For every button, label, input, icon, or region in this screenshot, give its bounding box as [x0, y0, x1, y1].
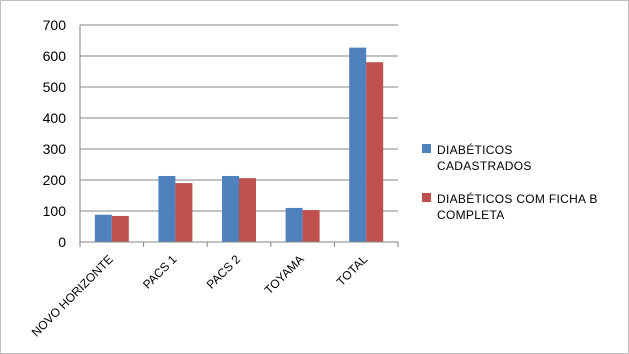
legend-label-line: CADASTRADOS	[437, 159, 532, 173]
x-category-label: TOYAMA	[262, 252, 307, 297]
y-tick-label: 300	[43, 141, 67, 157]
bar	[175, 183, 193, 242]
y-tick-label: 700	[43, 17, 67, 33]
legend-label-line: DIABÉTICOS COM FICHA B	[437, 191, 598, 206]
y-tick-label: 0	[58, 234, 66, 250]
y-tick-label: 500	[43, 79, 67, 95]
y-tick-label: 600	[43, 48, 67, 64]
bar	[158, 175, 176, 242]
legend-swatch	[422, 193, 431, 202]
axes	[79, 25, 399, 247]
legend: DIABÉTICOS CADASTRADOS DIABÉTICOS COM FICH…	[422, 142, 598, 222]
legend-label: DIABÉTICOS CADASTRADOS	[437, 142, 532, 173]
gridlines	[80, 24, 398, 212]
legend-label-line: DIABÉTICOS	[437, 142, 513, 157]
x-category-label: PACS 2	[204, 252, 244, 292]
x-category-label: PACS 1	[140, 252, 180, 292]
x-category-labels: NOVO HORIZONTE PACS 1 PACS 2 TOYAMA TOTAL	[29, 252, 371, 339]
legend-label: DIABÉTICOS COM FICHA B COMPLETA	[437, 191, 598, 222]
bars	[94, 47, 384, 243]
y-tick-label: 100	[43, 203, 67, 219]
y-tick-label: 400	[43, 110, 67, 126]
bar	[349, 47, 367, 242]
bar	[366, 62, 384, 243]
bar	[302, 210, 320, 242]
legend-swatch	[422, 144, 431, 153]
legend-label-line: COMPLETA	[437, 208, 505, 222]
bar	[111, 215, 129, 242]
x-category-label: TOTAL	[334, 252, 371, 289]
bar	[94, 214, 112, 242]
y-tick-label: 200	[43, 172, 67, 188]
bar	[239, 178, 256, 242]
bar	[285, 207, 303, 242]
y-tick-labels: 0 100 200 300 400 500 600 700	[43, 17, 67, 250]
x-category-label: NOVO HORIZONTE	[29, 252, 116, 339]
bar	[222, 175, 239, 242]
